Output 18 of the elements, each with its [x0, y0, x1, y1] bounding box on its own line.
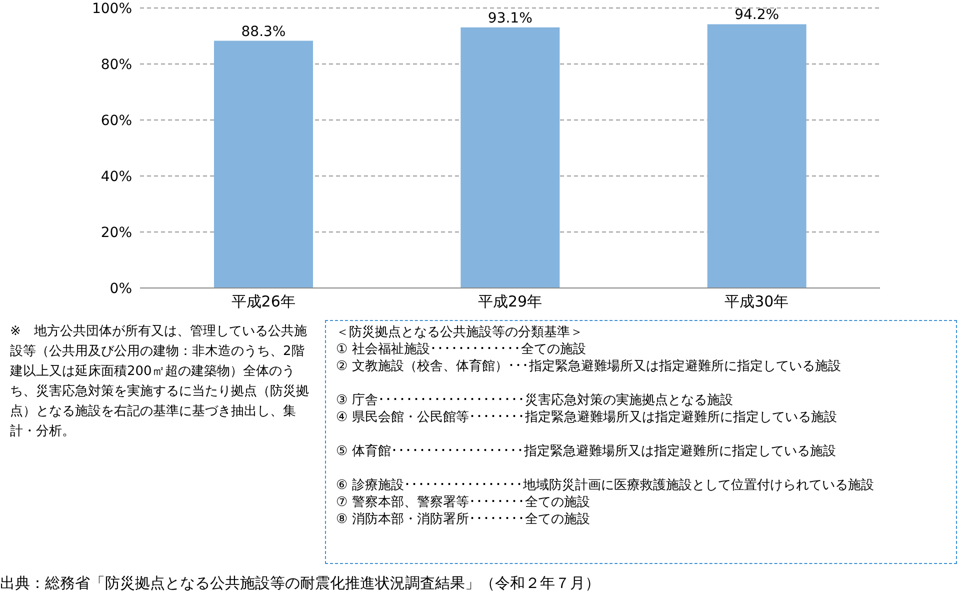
- x-tick-label: 平成30年: [724, 292, 789, 311]
- bar: [707, 24, 806, 288]
- data-label: 93.1%: [488, 10, 532, 26]
- text: ※ 地方公共団体が所有又は、管理している公共施設等（公共用及び公用の建物：非木造のうち、2階建以上又は延床面積200㎡超の建築物）全体のうち、災害応急対策を実施するに当たり拠点（防災拠点）となる施設を右記の基準に基づき抽出し、集計・分析。: [10, 323, 310, 441]
- x-tick-label: 平成26年: [231, 292, 296, 311]
- y-tick-label: 20%: [100, 224, 132, 241]
- data-label: 94.2%: [734, 7, 780, 24]
- bar: [460, 27, 560, 288]
- y-tick-label: 60%: [100, 112, 132, 129]
- y-tick-label: 80%: [100, 56, 132, 73]
- y-tick-label: 100%: [92, 0, 132, 17]
- source-note: 出典：総務省「防災拠点となる公共施設等の耐震化推進状況調査結果」（令和２年７月）: [0, 574, 600, 593]
- data-label: 88.3%: [241, 24, 286, 40]
- x-tick-label: 平成29年: [478, 292, 542, 311]
- bar: [214, 40, 313, 288]
- y-tick-label: 0%: [110, 280, 132, 297]
- text: ＜防災拠点となる公共施設等の分類基準＞ ① 社会福祉施設･････････････全ての施設 ② 文教施設（校舎、体育館）･･･指定緊急避難場所又は指定避難所に指定している施設 ③ 庁舎･････････････････････災害応急対策の実施拠点となる施設 ④ 県民会館・公民館等････････指定緊急避難場所又は指定避難所に指定している施設 ⑤ 体育館･･･････････････････指定緊急避難場所又は指定避難所に指定している施設 ⑥ 診療施設･････････････････地域防災計画に医療救護施設として位置付けられている施設 ⑦ 警察本部、警察署等････････全ての施設 ⑧ 消防本部・消防署所････････全ての施設: [336, 325, 874, 527]
- y-tick-label: 40%: [100, 168, 132, 185]
